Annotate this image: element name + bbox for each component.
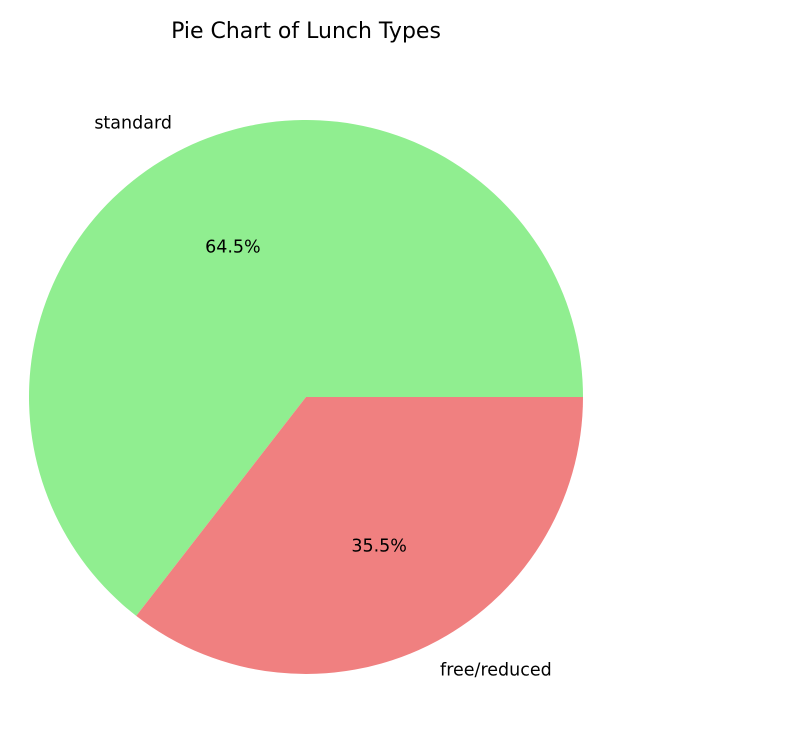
- chart-title: Pie Chart of Lunch Types: [171, 19, 441, 44]
- slice-percent-standard: 64.5%: [205, 238, 261, 258]
- pie-slices: [28, 119, 584, 674]
- pie-slice-free-reduced: [136, 397, 584, 674]
- pie-slice-standard: [28, 119, 583, 616]
- slice-label-free-reduced: free/reduced: [440, 661, 552, 681]
- slice-percent-free-reduced: 35.5%: [351, 536, 407, 556]
- pie-labels: standard 64.5% free/reduced 35.5%: [94, 113, 551, 680]
- slice-label-standard: standard: [94, 113, 172, 133]
